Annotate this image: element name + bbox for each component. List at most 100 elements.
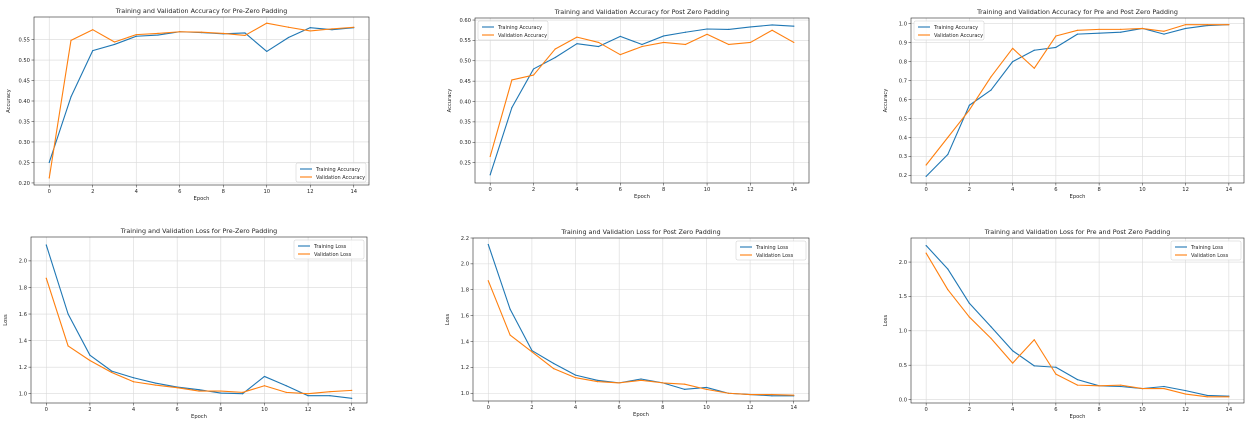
validation-point [1163,30,1165,32]
validation-point [198,390,200,392]
validation-point [353,26,355,28]
training-point [1076,33,1079,35]
y-tick-label: 0.40 [459,99,471,105]
validation-point [1206,396,1208,398]
training-point [554,56,556,59]
training-point [89,354,91,356]
training-point [1185,390,1187,392]
y-axis-label: Accuracy [883,89,889,113]
y-tick-label: 1.0 [899,329,907,335]
validation-point [1141,27,1143,30]
y-tick-label: 1.6 [19,312,27,318]
validation-point [793,394,795,396]
validation-point [968,109,970,111]
training-point [113,43,116,46]
x-tick-label: 4 [574,405,578,411]
training-point [329,395,331,397]
training-point [198,389,200,391]
chart-panel: 0 2 4 6 8 10 12 14 0.20 0.25 0.30 0.35 0.40 0.45 0.50 0… [6,7,370,202]
validation-point [598,41,600,44]
x-tick-label: 12 [1182,187,1189,193]
chart-title: Training and Validation Loss for Pre-Zer… [120,227,277,235]
validation-point [179,31,181,33]
y-tick-label: 0.30 [459,140,471,146]
x-tick-label: 2 [91,189,94,195]
x-tick-label: 6 [618,405,621,411]
x-tick-label: 2 [532,187,535,193]
training-point [48,161,50,164]
y-tick-label: 0.9 [899,40,907,46]
validation-point [1076,384,1079,386]
x-tick-label: 2 [530,405,533,411]
validation-series-line [45,278,352,395]
y-tick-label: 1.0 [899,21,907,27]
validation-point [1098,28,1100,30]
training-point [266,50,268,53]
training-legend-label: Training Loss [313,244,347,250]
training-point [574,374,577,376]
training-point [1163,33,1165,35]
validation-point [728,43,730,46]
validation-legend-label: Validation Loss [314,252,352,258]
validation-point [554,48,556,50]
validation-point [1055,35,1057,37]
validation-point [511,79,513,81]
validation-point [1098,385,1100,387]
x-tick-label: 6 [619,187,622,193]
training-point [706,28,708,30]
validation-point [663,41,665,44]
validation-point [947,136,949,139]
y-tick-label: 0.8 [899,59,907,65]
x-tick-label: 12 [1182,407,1189,413]
training-series-line [925,24,1229,177]
validation-point [1012,362,1014,364]
x-tick-label: 10 [704,187,711,193]
validation-point [92,29,94,31]
validation-point [662,382,664,384]
training-point [947,268,949,270]
chart-title: Training and Validation Loss for Pre and… [984,228,1171,236]
x-tick-label: 12 [747,187,754,193]
y-tick-label: 0.35 [459,120,471,126]
training-legend-label: Training Accuracy [933,25,978,31]
training-point [1033,49,1035,51]
training-point [1163,385,1165,388]
y-tick-label: 0.60 [459,18,471,24]
training-point [749,26,752,28]
y-tick-label: 1.2 [19,365,27,371]
training-point [1055,366,1057,368]
y-axis-label: Accuracy [6,89,12,113]
training-point [1076,379,1079,381]
y-axis-label: Loss [883,315,889,327]
validation-point [509,334,511,336]
validation-point [1033,67,1035,69]
training-point [531,349,533,352]
validation-point [1120,384,1122,386]
training-point [576,43,578,45]
y-tick-label: 0.25 [459,160,471,166]
validation-point [1055,373,1057,375]
training-point [157,34,159,36]
y-tick-label: 0.25 [18,160,30,166]
validation-series-line [925,252,1229,398]
training-point [990,326,992,328]
training-point [242,393,244,395]
training-point [132,377,135,379]
training-point [1185,27,1187,30]
y-tick-label: 0.30 [18,140,30,146]
legend-box [295,162,367,183]
chart-legend: Training Accuracy Validation Accuracy [477,20,549,41]
training-point [511,107,513,109]
y-tick-label: 1.0 [19,392,27,398]
validation-point [749,41,752,44]
training-point [244,32,246,34]
y-tick-label: 1.0 [461,391,469,397]
validation-point [925,164,927,166]
x-tick-label: 2 [968,407,971,413]
validation-point [309,30,311,32]
x-tick-label: 0 [924,407,927,413]
training-point [968,104,970,106]
y-tick-label: 1.5 [899,294,907,300]
y-tick-label: 0.0 [899,397,907,403]
chart-legend: Training Accuracy Validation Accuracy [295,162,367,183]
